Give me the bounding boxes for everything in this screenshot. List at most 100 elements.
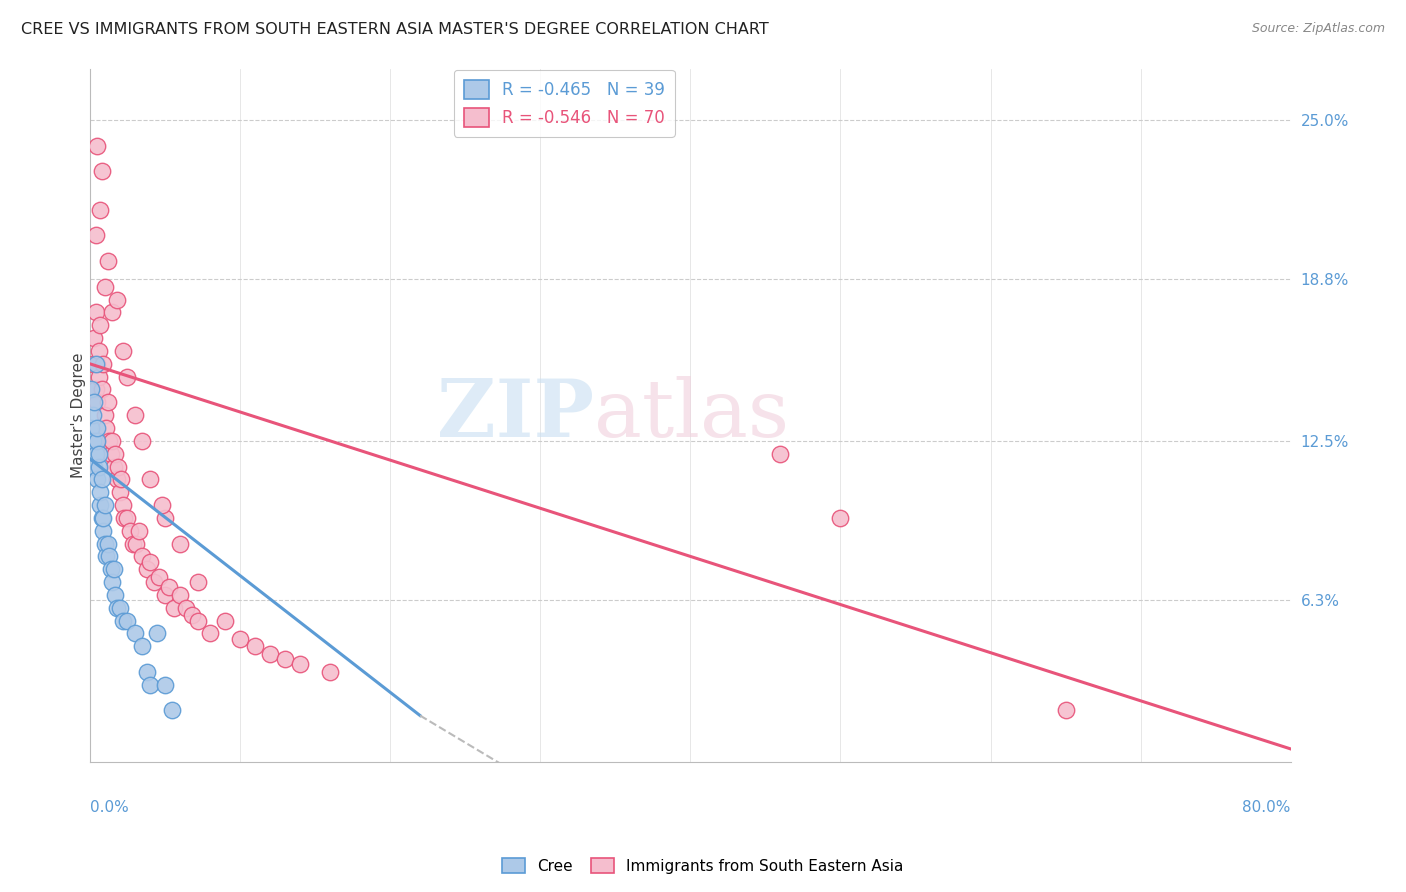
Point	[94, 408, 117, 422]
Point	[274, 652, 297, 666]
Point	[131, 639, 153, 653]
Point	[163, 600, 186, 615]
Point	[80, 383, 103, 397]
Point	[89, 498, 111, 512]
Point	[104, 447, 127, 461]
Text: atlas: atlas	[595, 376, 789, 454]
Point	[83, 331, 105, 345]
Point	[139, 678, 162, 692]
Point	[94, 498, 117, 512]
Point	[86, 472, 108, 486]
Point	[98, 434, 121, 448]
Point	[108, 600, 131, 615]
Text: 80.0%: 80.0%	[1243, 800, 1291, 815]
Point	[181, 608, 204, 623]
Point	[90, 511, 112, 525]
Point	[122, 536, 145, 550]
Point	[259, 647, 281, 661]
Point	[87, 369, 110, 384]
Point	[84, 383, 107, 397]
Point	[86, 421, 108, 435]
Point	[187, 614, 209, 628]
Point	[143, 575, 166, 590]
Point	[169, 588, 191, 602]
Point	[100, 447, 122, 461]
Point	[125, 536, 148, 550]
Point	[124, 626, 146, 640]
Point	[139, 472, 162, 486]
Point	[105, 293, 128, 307]
Point	[105, 472, 128, 486]
Point	[117, 511, 139, 525]
Point	[94, 536, 117, 550]
Point	[153, 511, 176, 525]
Point	[82, 434, 104, 448]
Point	[148, 570, 170, 584]
Point	[93, 357, 115, 371]
Point	[93, 511, 115, 525]
Legend: Cree, Immigrants from South Eastern Asia: Cree, Immigrants from South Eastern Asia	[496, 852, 910, 880]
Point	[104, 588, 127, 602]
Point	[110, 472, 132, 486]
Point	[83, 459, 105, 474]
Point	[131, 434, 153, 448]
Point	[187, 575, 209, 590]
Point	[111, 498, 134, 512]
Point	[86, 357, 108, 371]
Point	[87, 343, 110, 358]
Point	[86, 434, 108, 448]
Point	[105, 600, 128, 615]
Point	[769, 447, 792, 461]
Point	[100, 562, 122, 576]
Legend: R = -0.465   N = 39, R = -0.546   N = 70: R = -0.465 N = 39, R = -0.546 N = 70	[454, 70, 675, 136]
Point	[94, 279, 117, 293]
Point	[86, 395, 108, 409]
Point	[124, 408, 146, 422]
Point	[90, 164, 112, 178]
Point	[84, 228, 107, 243]
Point	[198, 626, 221, 640]
Point	[214, 614, 236, 628]
Point	[97, 536, 120, 550]
Point	[87, 447, 110, 461]
Point	[108, 485, 131, 500]
Point	[82, 357, 104, 371]
Point	[90, 472, 112, 486]
Point	[80, 421, 103, 435]
Point	[830, 511, 852, 525]
Point	[83, 395, 105, 409]
Point	[169, 536, 191, 550]
Point	[150, 498, 173, 512]
Point	[229, 632, 252, 646]
Point	[89, 202, 111, 217]
Point	[103, 459, 125, 474]
Point	[84, 357, 107, 371]
Text: CREE VS IMMIGRANTS FROM SOUTH EASTERN ASIA MASTER'S DEGREE CORRELATION CHART: CREE VS IMMIGRANTS FROM SOUTH EASTERN AS…	[21, 22, 769, 37]
Point	[162, 703, 184, 717]
Point	[101, 305, 124, 319]
Point	[1054, 703, 1077, 717]
Point	[84, 305, 107, 319]
Point	[89, 318, 111, 333]
Point	[87, 459, 110, 474]
Point	[153, 588, 176, 602]
Point	[107, 459, 129, 474]
Point	[90, 383, 112, 397]
Point	[128, 524, 150, 538]
Point	[131, 549, 153, 564]
Point	[86, 138, 108, 153]
Point	[84, 447, 107, 461]
Point	[117, 369, 139, 384]
Point	[82, 408, 104, 422]
Text: ZIP: ZIP	[437, 376, 595, 454]
Point	[120, 524, 142, 538]
Point	[135, 665, 157, 679]
Point	[89, 485, 111, 500]
Text: 0.0%: 0.0%	[90, 800, 128, 815]
Point	[93, 524, 115, 538]
Point	[101, 434, 124, 448]
Y-axis label: Master's Degree: Master's Degree	[72, 352, 86, 478]
Point	[243, 639, 266, 653]
Point	[96, 421, 118, 435]
Point	[139, 554, 162, 568]
